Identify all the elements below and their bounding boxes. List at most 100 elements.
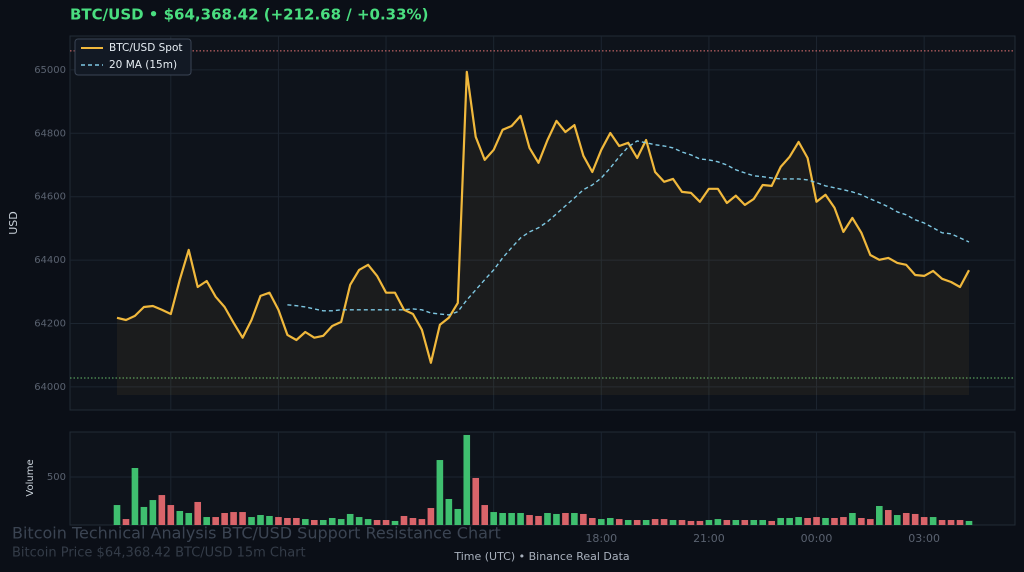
- volume-bar: [167, 505, 175, 525]
- volume-bar: [589, 517, 596, 525]
- volume-bar: [463, 434, 471, 525]
- volume-bar: [194, 501, 202, 525]
- volume-bar: [499, 513, 506, 525]
- volume-bar: [777, 517, 784, 525]
- volume-bar: [364, 519, 372, 525]
- volume-bar: [230, 512, 237, 525]
- volume-bar: [867, 519, 874, 525]
- volume-bar: [705, 520, 713, 525]
- y-tick-label: 65000: [34, 65, 66, 76]
- volume-bar: [176, 510, 184, 525]
- volume-bar: [947, 520, 955, 525]
- volume-bar: [696, 520, 704, 525]
- volume-bar: [687, 520, 695, 525]
- volume-bar: [786, 517, 793, 525]
- volume-bar: [337, 519, 345, 525]
- volume-bar: [311, 520, 318, 525]
- legend-box: [74, 38, 192, 76]
- watermark-title: Bitcoin Technical Analysis BTC/USD Suppo…: [12, 524, 501, 543]
- volume-bar: [346, 513, 354, 525]
- volume-bar: [956, 520, 964, 525]
- x-axis-label: Time (UTC) • Binance Real Data: [453, 550, 629, 563]
- volume-bar: [302, 519, 309, 525]
- volume-bar: [140, 506, 148, 525]
- legend: BTC/USD Spot 20 MA (15m): [74, 38, 192, 76]
- volume-bar: [185, 513, 193, 525]
- watermark-subtitle: Bitcoin Price $64,368.42 BTC/USD 15m Cha…: [12, 546, 306, 561]
- volume-axis-label: Volume: [25, 459, 36, 496]
- volume-bar: [920, 517, 928, 525]
- volume-bar: [938, 520, 946, 525]
- volume-bar: [409, 517, 417, 525]
- volume-bar: [293, 517, 300, 525]
- volume-bar: [822, 517, 829, 525]
- volume-bar: [212, 517, 219, 525]
- volume-bar: [490, 512, 497, 525]
- x-tick-label: 21:00: [693, 532, 725, 545]
- volume-bar: [741, 520, 749, 525]
- volume-bar: [445, 498, 453, 525]
- volume-bar: [768, 520, 775, 525]
- volume-bar: [929, 517, 937, 525]
- price-plot: [69, 35, 1016, 411]
- volume-bar: [400, 515, 408, 525]
- volume-bar: [893, 515, 901, 525]
- volume-bar: [472, 477, 480, 525]
- volume-bar: [804, 517, 811, 525]
- volume-bar: [158, 495, 166, 525]
- volume-bar: [454, 508, 462, 525]
- header-title: BTC/USD • $64,368.42 (+212.68 / +0.33%): [70, 6, 428, 24]
- volume-bar: [355, 517, 363, 525]
- volume-bar: [580, 513, 587, 525]
- volume-bar: [149, 500, 157, 525]
- volume-bar: [732, 520, 740, 525]
- volume-bar: [284, 517, 291, 525]
- volume-bar: [436, 460, 444, 525]
- volume-bar: [911, 513, 919, 525]
- y-tick-label: 64200: [34, 318, 66, 329]
- volume-bar: [535, 515, 542, 525]
- volume-bar: [660, 519, 668, 525]
- price-area: [117, 71, 969, 396]
- volume-bar: [858, 517, 865, 525]
- volume-bar: [373, 520, 381, 525]
- volume-bar: [319, 520, 327, 525]
- grid: [70, 36, 1015, 525]
- volume-bar: [113, 505, 121, 525]
- volume-bar: [481, 505, 489, 525]
- legend-label: 20 MA (15m): [109, 59, 177, 71]
- volume-bar: [571, 513, 578, 525]
- volume-bar: [544, 513, 551, 525]
- series-line: [116, 70, 970, 364]
- volume-bar: [723, 520, 731, 525]
- y-tick-label: 500: [47, 472, 66, 483]
- volume-bar: [849, 513, 856, 525]
- y-tick-label: 64600: [34, 192, 66, 203]
- y-axis-label: USD: [7, 211, 20, 235]
- volume-bar: [795, 517, 802, 525]
- volume-bar: [813, 517, 820, 525]
- volume-bar: [831, 517, 838, 525]
- volume-bar: [526, 515, 533, 525]
- volume-bar: [553, 513, 560, 525]
- volume-bar: [642, 520, 650, 525]
- volume-bar: [275, 517, 282, 525]
- volume-bar: [840, 517, 847, 525]
- volume-bar: [965, 520, 973, 525]
- volume-bar: [131, 467, 139, 525]
- x-tick-label: 03:00: [908, 532, 940, 545]
- volume-bar: [884, 510, 892, 525]
- volume-bar: [624, 520, 632, 525]
- volume-bar: [266, 515, 273, 525]
- volume-bar: [750, 520, 758, 525]
- volume-bar: [382, 520, 390, 525]
- volume-bar: [669, 520, 677, 525]
- volume-bar: [902, 513, 910, 525]
- volume-bar: [876, 505, 883, 525]
- volume-bar: [328, 517, 336, 525]
- volume-bar: [257, 515, 264, 525]
- volume-bar: [714, 519, 722, 525]
- x-tick-label: 00:00: [801, 532, 833, 545]
